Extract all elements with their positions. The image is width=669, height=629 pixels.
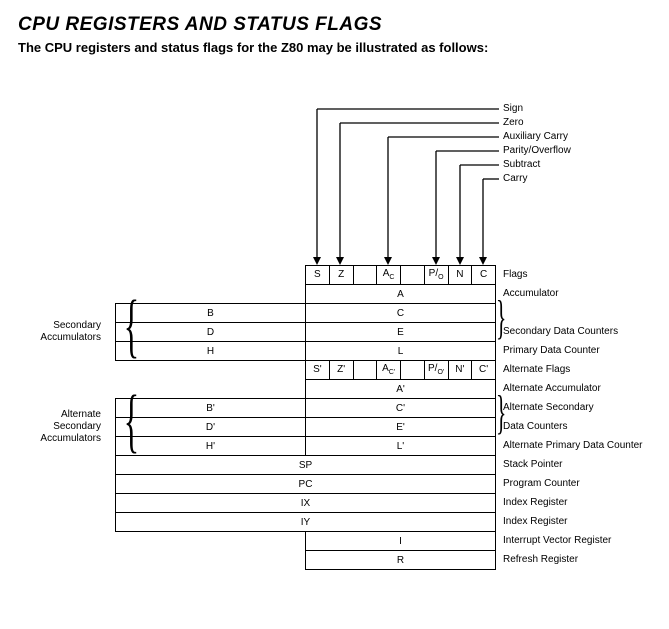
register-cell: L [305,341,496,361]
brace-left: { [124,303,139,360]
flag-label: Zero [503,117,524,128]
row-label: Index Register [503,516,567,527]
flag-cell: S [305,265,330,285]
page-title: CPU REGISTERS AND STATUS FLAGS [18,14,651,36]
row-label: Alternate Primary Data Counter [503,440,643,451]
flag-cell: AC [376,265,401,285]
register-cell: IY [115,512,496,532]
register-diagram: SZACP/ONCFlagsAAccumulatorBCDESecondary … [18,65,650,615]
flag-cell [400,265,425,285]
register-cell: H' [115,436,306,456]
brace-right: } [496,398,506,436]
flag-cell: Z' [329,360,354,380]
register-cell: A' [305,379,496,399]
flag-label: Parity/Overflow [503,145,571,156]
flag-cell: N [448,265,473,285]
left-annotation: Secondary [18,421,101,432]
register-cell: E [305,322,496,342]
row-label: Index Register [503,497,567,508]
flag-label: Sign [503,103,523,114]
flag-cell: N' [448,360,473,380]
flag-cell: P/O' [424,360,449,380]
register-cell: H [115,341,306,361]
register-cell: L' [305,436,496,456]
register-cell: C [305,303,496,323]
flag-cell: S' [305,360,330,380]
row-label: Accumulator [503,288,559,299]
row-label: Interrupt Vector Register [503,535,611,546]
register-cell: D [115,322,306,342]
flag-label: Auxiliary Carry [503,131,568,142]
register-cell: PC [115,474,496,494]
row-label: Data Counters [503,421,567,432]
flag-cell [400,360,425,380]
row-label: Stack Pointer [503,459,562,470]
register-cell: E' [305,417,496,437]
flag-cell [353,265,378,285]
register-cell: B [115,303,306,323]
flag-cell: AC' [376,360,401,380]
row-label: Alternate Secondary [503,402,594,413]
register-cell: SP [115,455,496,475]
intro-text: The CPU registers and status flags for t… [18,40,651,55]
register-cell: R [305,550,496,570]
row-label: Program Counter [503,478,580,489]
row-label: Flags [503,269,527,280]
left-annotation: Accumulators [18,433,101,444]
row-label: Primary Data Counter [503,345,600,356]
flag-cell: C' [471,360,496,380]
left-annotation: Secondary [18,320,101,331]
register-cell: A [305,284,496,304]
register-cell: I [305,531,496,551]
flag-cell: C [471,265,496,285]
row-label: Secondary Data Counters [503,326,618,337]
flag-label: Carry [503,173,527,184]
brace-left: { [124,398,139,455]
flag-label: Subtract [503,159,540,170]
flag-cell: P/O [424,265,449,285]
register-cell: IX [115,493,496,513]
brace-right: } [496,303,506,341]
left-annotation: Alternate [18,409,101,420]
left-annotation: Accumulators [18,332,101,343]
row-label: Alternate Accumulator [503,383,601,394]
register-cell: C' [305,398,496,418]
register-cell: D' [115,417,306,437]
row-label: Alternate Flags [503,364,570,375]
row-label: Refresh Register [503,554,578,565]
flag-cell: Z [329,265,354,285]
register-cell: B' [115,398,306,418]
flag-cell [353,360,378,380]
